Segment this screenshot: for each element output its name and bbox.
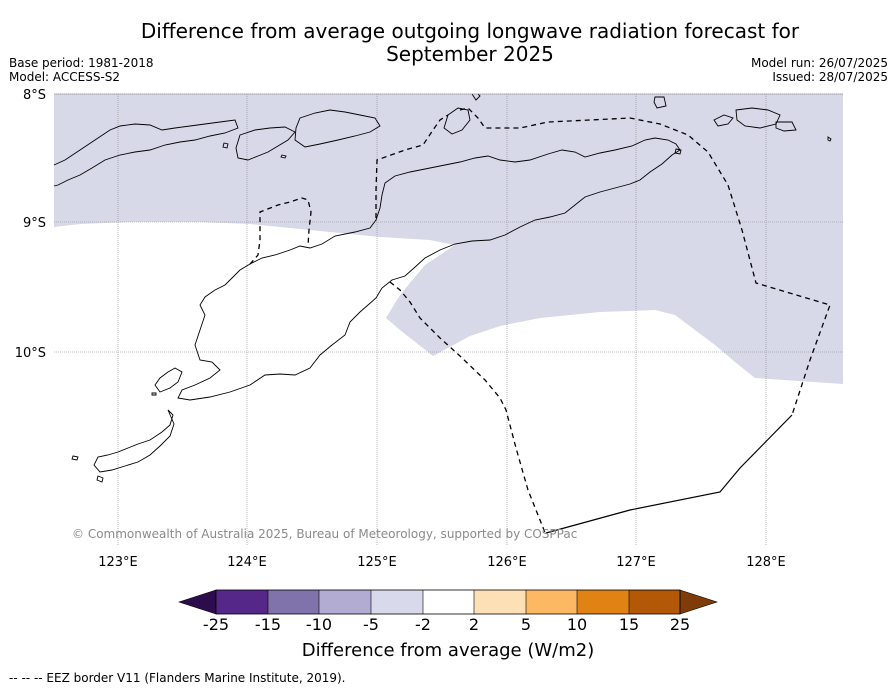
islet-5 xyxy=(280,154,287,159)
colorbar-tick: 25 xyxy=(669,615,691,634)
lon-label-123e: 123°E xyxy=(98,555,138,570)
colorbar-tick: -25 xyxy=(202,615,230,634)
eez-footnote: -- -- -- EEZ border V11 (Flanders Marine… xyxy=(9,671,346,685)
timor-coastline xyxy=(177,137,681,401)
colorbar-frame xyxy=(215,589,681,615)
copyright-text: © Commonwealth of Australia 2025, Bureau… xyxy=(72,527,577,541)
colorbar-bin-8 xyxy=(577,590,629,614)
colorbar-tick: -15 xyxy=(254,615,282,634)
coastlines xyxy=(53,93,832,483)
lon-label-124e: 124°E xyxy=(227,555,267,570)
colorbar-max-arrow xyxy=(679,589,718,615)
islet-7 xyxy=(151,392,157,396)
colorbar-tick: 5 xyxy=(520,615,532,634)
colorbar-bin-5 xyxy=(423,590,474,614)
lon-label-127e: 127°E xyxy=(616,555,656,570)
eez-borders xyxy=(249,107,831,536)
colorbar-bin-1 xyxy=(216,590,268,614)
maritime-boundary-south xyxy=(545,414,793,534)
colorbar-tick: 2 xyxy=(468,615,480,634)
eez-border-southwest xyxy=(389,281,547,536)
colorbar-tick: -2 xyxy=(415,615,431,634)
lon-label-126e: 126°E xyxy=(487,555,527,570)
meta-left: Base period: 1981-2018 Model: ACCESS-S2 xyxy=(9,56,154,84)
colorbar-bin-9 xyxy=(629,590,680,614)
colorbar-tick: 15 xyxy=(618,615,640,634)
islet-2 xyxy=(653,96,667,109)
base-period: Base period: 1981-2018 xyxy=(9,56,154,70)
model-name: Model: ACCESS-S2 xyxy=(9,70,121,84)
wetar-coastline xyxy=(443,107,471,135)
colorbar-bin-4 xyxy=(371,590,423,614)
islet-1 xyxy=(71,455,79,461)
map-title: Difference from average outgoing longwav… xyxy=(140,19,800,66)
rote-coastline xyxy=(93,409,175,473)
colorbar-bin-6 xyxy=(474,590,526,614)
semau-coastline xyxy=(154,367,183,393)
lakor-coastline xyxy=(775,121,797,132)
lat-label-10s: 10°S xyxy=(15,346,46,361)
colorbar-min-arrow xyxy=(178,589,217,615)
lat-label-8s: 8°S xyxy=(23,88,46,103)
colorbar-tick: 10 xyxy=(566,615,588,634)
islet-3 xyxy=(827,136,832,142)
islet-4 xyxy=(222,142,229,149)
lat-label-9s: 9°S xyxy=(23,216,46,231)
pantar-coastline xyxy=(235,126,296,161)
leti-coastline xyxy=(713,114,734,127)
colorbar-bin-7 xyxy=(526,590,577,614)
eez-border-east xyxy=(459,107,831,416)
meta-right: Model run: 26/07/2025 Issued: 28/07/2025 xyxy=(751,56,888,84)
ndao-coastline xyxy=(96,475,104,483)
anomaly-shading xyxy=(54,94,843,384)
colorbar-bin-2 xyxy=(268,590,319,614)
alor-coastline xyxy=(294,109,381,148)
colorbar-bin-3 xyxy=(319,590,371,614)
atauro-coastline xyxy=(471,93,481,101)
lon-label-128e: 128°E xyxy=(746,555,786,570)
colorbar-title: Difference from average (W/m2) xyxy=(301,640,595,661)
lon-label-125e: 125°E xyxy=(357,555,397,570)
colorbar xyxy=(178,589,718,615)
model-run: Model run: 26/07/2025 xyxy=(750,56,888,70)
issued-date: Issued: 28/07/2025 xyxy=(772,70,888,84)
islet-6 xyxy=(674,148,682,155)
eez-border-oecusse xyxy=(249,197,312,265)
colorbar-tick: -5 xyxy=(363,615,379,634)
colorbar-tick: -10 xyxy=(305,615,333,634)
northern-islands-coastline xyxy=(53,119,239,187)
